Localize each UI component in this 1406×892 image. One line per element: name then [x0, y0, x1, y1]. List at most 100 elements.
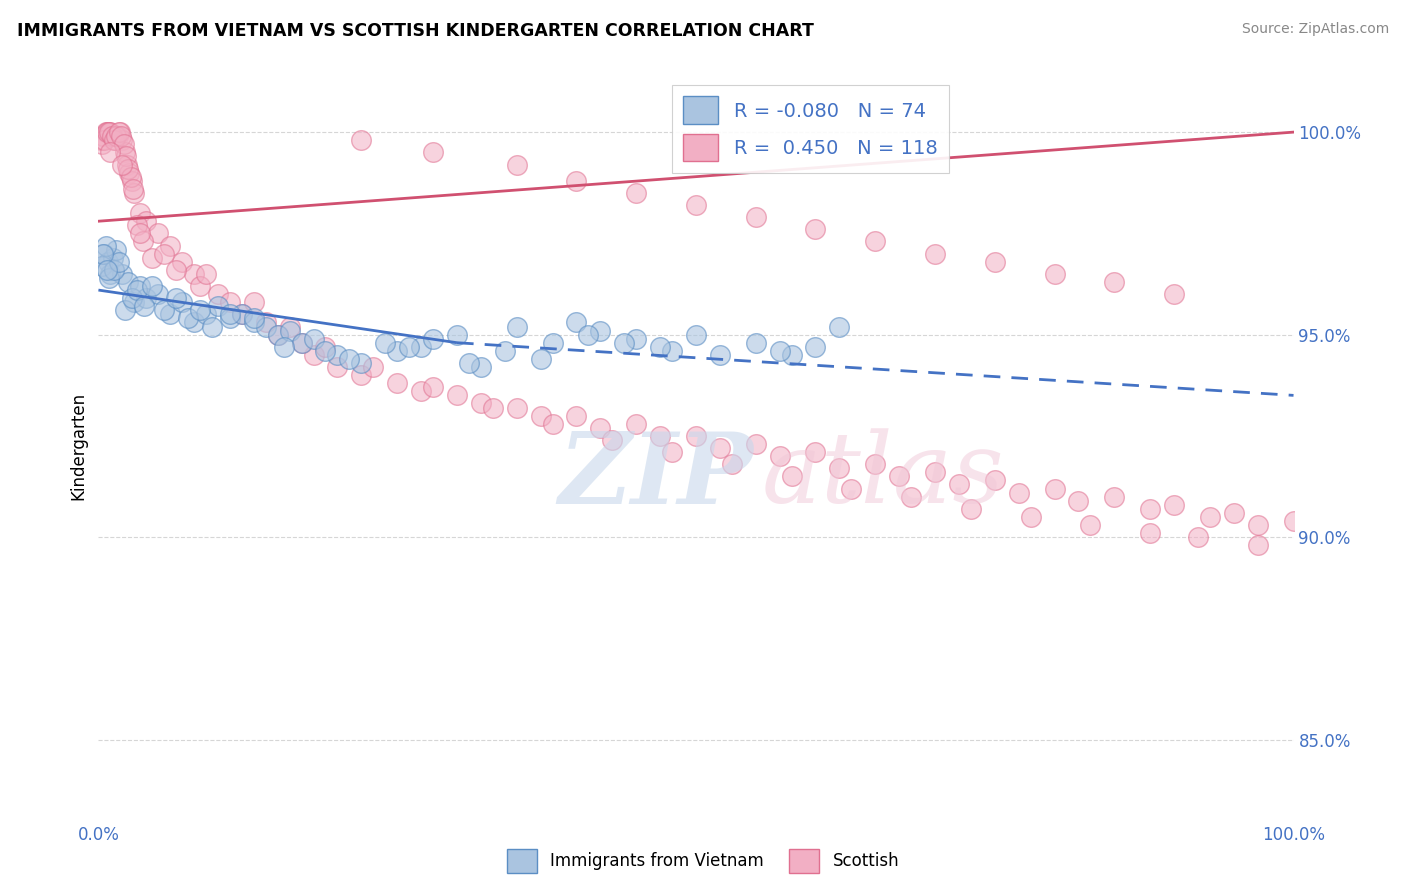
Point [1043, 267, 1066, 281]
Point [124, 186, 146, 200]
Point [398, 340, 420, 354]
Point [446, 388, 468, 402]
Point [273, 340, 295, 354]
Point [828, 319, 851, 334]
Point [165, 262, 187, 277]
Point [841, 482, 863, 496]
Point [626, 417, 648, 431]
Y-axis label: Kindergarten: Kindergarten [69, 392, 87, 500]
Point [804, 222, 827, 236]
Point [93, 246, 115, 260]
Point [207, 287, 229, 301]
Point [125, 283, 148, 297]
Point [589, 324, 612, 338]
Point [121, 291, 143, 305]
Point [254, 319, 277, 334]
Point [105, 129, 128, 144]
Point [709, 441, 731, 455]
Point [960, 501, 983, 516]
Point [118, 166, 141, 180]
Point [110, 129, 132, 144]
Point [97, 125, 120, 139]
Text: IMMIGRANTS FROM VIETNAM VS SCOTTISH KINDERGARTEN CORRELATION CHART: IMMIGRANTS FROM VIETNAM VS SCOTTISH KIND… [17, 22, 814, 40]
Point [565, 316, 588, 330]
Point [101, 129, 124, 144]
Point [506, 157, 529, 171]
Point [201, 319, 224, 334]
Point [1223, 506, 1246, 520]
Point [219, 311, 242, 326]
Point [267, 327, 290, 342]
Point [172, 295, 194, 310]
Point [363, 359, 385, 374]
Point [231, 307, 253, 321]
Point [129, 279, 152, 293]
Point [470, 396, 492, 410]
Point [769, 449, 792, 463]
Point [494, 343, 516, 358]
Point [482, 401, 505, 415]
Point [565, 409, 588, 423]
Point [129, 227, 152, 241]
Point [745, 437, 768, 451]
Point [411, 340, 433, 354]
Point [326, 348, 349, 362]
Point [589, 421, 612, 435]
Text: Source: ZipAtlas.com: Source: ZipAtlas.com [1241, 22, 1389, 37]
Point [458, 356, 481, 370]
Point [243, 316, 266, 330]
Point [111, 157, 134, 171]
Point [1282, 514, 1305, 528]
Point [121, 174, 143, 188]
Point [661, 445, 683, 459]
Point [100, 129, 122, 144]
Point [111, 267, 134, 281]
Point [159, 238, 181, 252]
Point [350, 133, 373, 147]
Point [141, 279, 163, 293]
Point [291, 335, 314, 350]
Point [188, 303, 211, 318]
Point [125, 219, 148, 233]
Point [98, 145, 122, 160]
Point [219, 295, 242, 310]
Point [112, 137, 135, 152]
Point [302, 348, 325, 362]
Point [984, 474, 1007, 488]
Point [267, 327, 290, 342]
Point [302, 332, 325, 346]
Point [1139, 501, 1161, 516]
Point [506, 319, 529, 334]
Point [984, 254, 1007, 268]
Text: ZIP: ZIP [558, 428, 754, 524]
Point [900, 490, 922, 504]
Point [148, 287, 170, 301]
Point [804, 445, 827, 459]
Point [804, 340, 827, 354]
Point [1199, 509, 1222, 524]
Point [114, 303, 136, 318]
Point [183, 316, 205, 330]
Point [91, 129, 114, 144]
Point [385, 376, 409, 391]
Point [924, 466, 946, 480]
Point [94, 125, 117, 139]
Point [94, 238, 117, 252]
Point [97, 254, 120, 268]
Point [219, 307, 242, 321]
Point [565, 174, 588, 188]
Point [104, 133, 127, 147]
Point [141, 251, 163, 265]
Point [159, 307, 181, 321]
Point [530, 351, 553, 366]
Point [91, 246, 114, 260]
Point [889, 469, 911, 483]
Point [1163, 287, 1185, 301]
Legend: R = -0.080   N = 74, R =  0.450   N = 118: R = -0.080 N = 74, R = 0.450 N = 118 [672, 85, 949, 173]
Point [172, 254, 194, 268]
Point [374, 335, 396, 350]
Point [446, 327, 468, 342]
Point [1247, 518, 1270, 533]
Point [1104, 490, 1126, 504]
Point [865, 457, 887, 471]
